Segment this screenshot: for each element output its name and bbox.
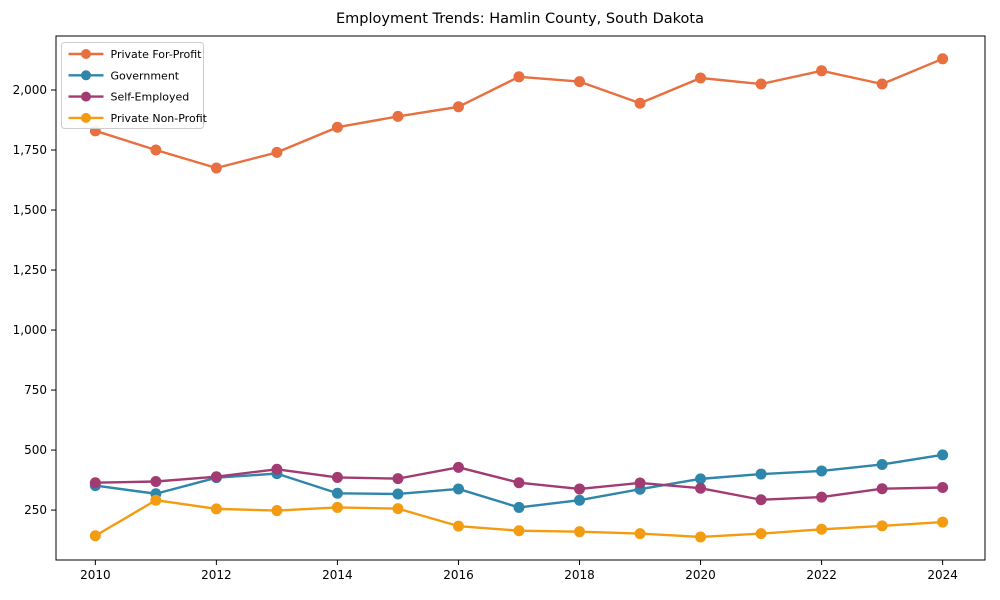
data-point-private-for-profit-2020 bbox=[695, 72, 707, 84]
y-tick-label: 750 bbox=[24, 383, 47, 397]
legend-item-government: Government bbox=[68, 69, 180, 82]
axes: 2010 2012 2014 2016 2018 2020 2022 2024 250 500 75… bbox=[13, 35, 986, 582]
legend-marker-dot bbox=[81, 49, 91, 59]
data-point-private-for-profit-2018 bbox=[574, 76, 586, 88]
data-point-private-non-profit-2012 bbox=[210, 503, 222, 515]
data-point-government-2022 bbox=[816, 465, 828, 477]
data-point-private-for-profit-2017 bbox=[513, 71, 525, 83]
data-point-government-2014 bbox=[331, 487, 343, 499]
data-point-self-employed-2018 bbox=[574, 483, 586, 495]
y-tick-label: 1,750 bbox=[13, 143, 47, 157]
data-point-private-non-profit-2017 bbox=[513, 525, 525, 537]
data-point-self-employed-2022 bbox=[816, 491, 828, 503]
data-point-self-employed-2019 bbox=[634, 477, 646, 489]
data-point-private-non-profit-2018 bbox=[574, 526, 586, 538]
legend-label: Self-Employed bbox=[111, 91, 190, 104]
data-point-private-for-profit-2021 bbox=[755, 78, 767, 90]
data-point-private-for-profit-2012 bbox=[210, 162, 222, 174]
x-tick-label: 2016 bbox=[443, 568, 474, 582]
legend-label: Government bbox=[111, 69, 180, 82]
data-point-self-employed-2011 bbox=[150, 476, 162, 488]
data-point-private-for-profit-2023 bbox=[876, 78, 888, 90]
x-tick-label: 2010 bbox=[80, 568, 111, 582]
series-lines bbox=[89, 53, 949, 543]
data-point-government-2016 bbox=[452, 483, 464, 495]
data-point-self-employed-2024 bbox=[937, 482, 949, 494]
data-point-private-non-profit-2024 bbox=[937, 516, 949, 528]
y-tick-label: 250 bbox=[24, 503, 47, 517]
data-point-government-2023 bbox=[876, 458, 888, 470]
legend-marker-dot bbox=[81, 91, 91, 102]
data-point-private-for-profit-2019 bbox=[634, 97, 646, 109]
data-point-self-employed-2020 bbox=[695, 482, 707, 494]
data-point-private-non-profit-2010 bbox=[89, 530, 101, 542]
data-point-private-for-profit-2015 bbox=[392, 110, 404, 122]
data-point-self-employed-2013 bbox=[271, 463, 283, 475]
data-point-self-employed-2023 bbox=[876, 483, 888, 495]
legend-label: Private Non-Profit bbox=[111, 112, 208, 125]
data-point-private-non-profit-2019 bbox=[634, 528, 646, 540]
x-tick-label: 2022 bbox=[806, 568, 837, 582]
data-point-self-employed-2017 bbox=[513, 477, 525, 489]
x-tick-label: 2018 bbox=[564, 568, 595, 582]
y-tick-label: 500 bbox=[24, 443, 47, 457]
data-point-private-non-profit-2013 bbox=[271, 505, 283, 517]
x-tick-label: 2024 bbox=[927, 568, 958, 582]
data-point-government-2015 bbox=[392, 488, 404, 500]
data-point-private-for-profit-2011 bbox=[150, 144, 162, 156]
y-tick-label: 1,500 bbox=[13, 203, 47, 217]
data-point-private-for-profit-2024 bbox=[937, 53, 949, 65]
data-point-self-employed-2010 bbox=[89, 477, 101, 489]
data-point-self-employed-2021 bbox=[755, 494, 767, 506]
data-point-self-employed-2015 bbox=[392, 473, 404, 485]
plot-border bbox=[55, 35, 986, 561]
data-point-private-for-profit-2022 bbox=[816, 65, 828, 77]
y-tick-label: 1,000 bbox=[13, 323, 47, 337]
data-point-private-non-profit-2020 bbox=[695, 531, 707, 543]
data-point-private-non-profit-2023 bbox=[876, 520, 888, 532]
data-point-self-employed-2016 bbox=[452, 461, 464, 473]
legend-marker-dot bbox=[81, 70, 91, 81]
data-point-self-employed-2014 bbox=[331, 471, 343, 483]
y-tick-label: 2,000 bbox=[13, 83, 47, 97]
data-point-private-for-profit-2016 bbox=[452, 101, 464, 113]
chart-title: Employment Trends: Hamlin County, South … bbox=[336, 11, 704, 27]
y-tick-label: 1,250 bbox=[13, 263, 47, 277]
data-point-private-non-profit-2016 bbox=[452, 520, 464, 532]
data-point-private-non-profit-2015 bbox=[392, 503, 404, 515]
data-point-government-2024 bbox=[937, 449, 949, 461]
legend-marker-dot bbox=[81, 112, 91, 123]
data-point-private-non-profit-2021 bbox=[755, 528, 767, 540]
data-point-government-2021 bbox=[755, 468, 767, 480]
legend: Private For-Profit Government Self-Employe… bbox=[61, 42, 208, 129]
data-point-government-2020 bbox=[695, 473, 707, 485]
legend-box bbox=[61, 42, 204, 129]
legend-item-self-employed: Self-Employed bbox=[68, 91, 190, 104]
data-point-private-non-profit-2014 bbox=[331, 501, 343, 513]
legend-item-private-non-profit: Private Non-Profit bbox=[68, 112, 208, 125]
x-tick-label: 2014 bbox=[322, 568, 353, 582]
data-point-government-2017 bbox=[513, 501, 525, 513]
data-point-government-2018 bbox=[574, 494, 586, 506]
x-tick-label: 2020 bbox=[685, 568, 716, 582]
data-point-private-non-profit-2011 bbox=[150, 494, 162, 506]
data-point-private-for-profit-2014 bbox=[331, 121, 343, 133]
data-point-private-non-profit-2022 bbox=[816, 523, 828, 535]
x-tick-label: 2012 bbox=[201, 568, 232, 582]
legend-label: Private For-Profit bbox=[111, 48, 203, 61]
data-point-self-employed-2012 bbox=[210, 471, 222, 483]
data-point-private-for-profit-2013 bbox=[271, 146, 283, 158]
legend-item-private-for-profit: Private For-Profit bbox=[68, 48, 203, 61]
